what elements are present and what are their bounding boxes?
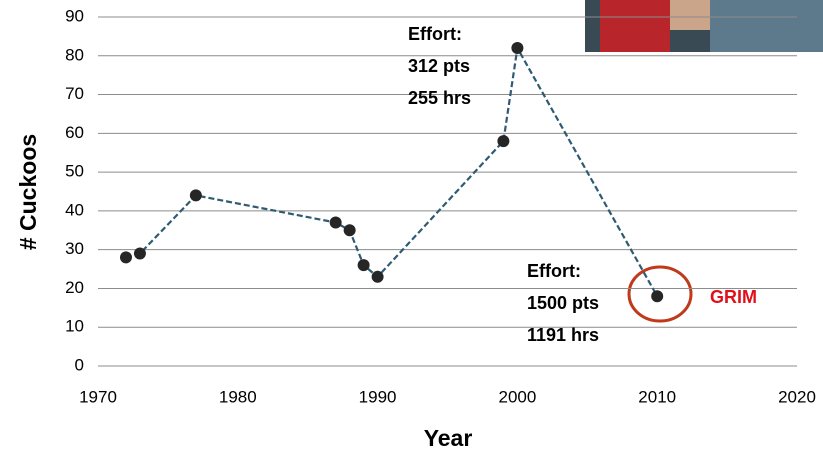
x-tick-label: 2000 bbox=[498, 387, 536, 406]
y-tick-label: 0 bbox=[75, 355, 84, 374]
x-tick-label: 2020 bbox=[778, 387, 816, 406]
data-point bbox=[651, 290, 664, 303]
annotation-line: 255 hrs bbox=[408, 88, 471, 108]
y-tick-label: 80 bbox=[65, 45, 84, 64]
data-point bbox=[189, 189, 202, 202]
highlight-circle bbox=[627, 265, 693, 323]
annotation-line: 312 pts bbox=[408, 56, 470, 76]
y-tick-label: 90 bbox=[65, 6, 84, 25]
y-tick-label: 50 bbox=[65, 162, 84, 181]
data-point bbox=[343, 224, 356, 237]
data-point bbox=[119, 251, 132, 264]
photo bbox=[585, 0, 823, 52]
annotation-line: Effort: bbox=[408, 24, 462, 44]
y-tick-label: 60 bbox=[65, 123, 84, 142]
y-tick-label: 30 bbox=[65, 239, 84, 258]
annotation-line: 1191 hrs bbox=[527, 325, 599, 345]
x-tick-label: 1980 bbox=[219, 387, 257, 406]
y-tick-label: 20 bbox=[65, 278, 84, 297]
data-point bbox=[357, 259, 370, 272]
data-line bbox=[125, 44, 659, 297]
y-axis-title: # Cuckoos bbox=[15, 134, 41, 250]
x-tick-label: 1970 bbox=[79, 387, 117, 406]
annotation-line: Effort: bbox=[527, 261, 581, 281]
highlight-label: GRIM bbox=[710, 287, 757, 307]
data-point bbox=[371, 270, 384, 283]
x-tick-label: 1990 bbox=[359, 387, 397, 406]
annotation-line: 1500 pts bbox=[527, 293, 599, 313]
y-tick-label: 70 bbox=[65, 84, 84, 103]
x-tick-label: 2010 bbox=[638, 387, 676, 406]
y-tick-label: 40 bbox=[65, 200, 84, 219]
data-point bbox=[497, 135, 510, 148]
data-point bbox=[133, 247, 146, 260]
y-tick-label: 10 bbox=[65, 317, 84, 336]
data-point bbox=[329, 216, 342, 229]
data-point bbox=[511, 42, 524, 55]
x-axis-title: Year bbox=[424, 425, 473, 451]
